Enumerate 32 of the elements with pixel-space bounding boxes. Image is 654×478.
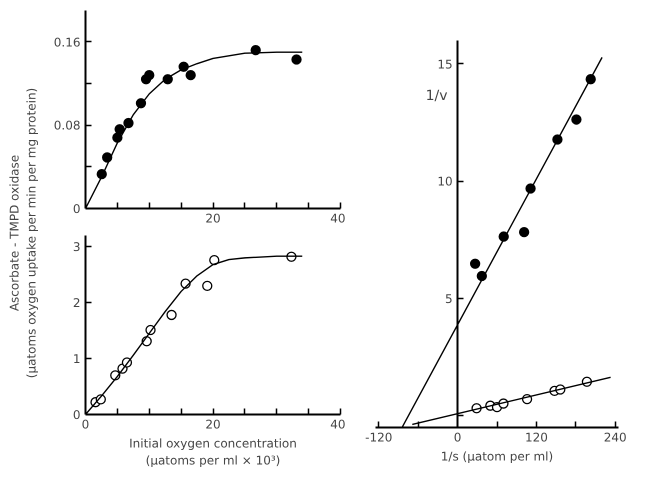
y-axis-title: Ascorbate - TMPD oxidase (µatoms oxygen uptake per min per mg protein) xyxy=(8,88,38,378)
point xyxy=(144,70,154,80)
point xyxy=(571,114,582,125)
x-tick-label: -120 xyxy=(365,430,392,444)
x-axis-title: Initial oxygen concentration (µatoms per ml × 10³) xyxy=(129,436,297,468)
y-tick-label: 15 xyxy=(437,57,453,72)
y-axis-title: 1/v xyxy=(426,88,448,104)
point xyxy=(186,70,196,80)
point xyxy=(470,258,480,269)
x-tick-label: 40 xyxy=(330,212,346,226)
y-tick-label: 5 xyxy=(444,292,453,306)
x-tick-label: 120 xyxy=(524,430,548,444)
y-tick-label: 0.16 xyxy=(54,35,80,50)
y-tick-label: 2 xyxy=(72,296,81,310)
point xyxy=(291,54,302,65)
x-tick-label: 40 xyxy=(330,418,346,432)
y-tick-label: 10 xyxy=(437,174,453,189)
x-axis-title: 1/s (µatom per ml) xyxy=(440,450,554,464)
point xyxy=(166,310,177,320)
y-tick-label: 0 xyxy=(72,408,81,422)
x-tick-label: 240 xyxy=(604,430,627,444)
point xyxy=(202,280,212,291)
y-tick-label: 1 xyxy=(72,352,81,366)
point xyxy=(518,226,530,238)
x-tick-label: 20 xyxy=(205,418,221,432)
point xyxy=(114,124,125,134)
x-tick-label: 20 xyxy=(205,212,221,226)
y-tick-label: 3 xyxy=(72,240,81,254)
y-tick-label: 0 xyxy=(72,202,81,216)
x-tick-label: 0 xyxy=(454,430,462,444)
y-tick-label: 0.08 xyxy=(54,118,80,133)
x-tick-label: 0 xyxy=(82,418,90,432)
